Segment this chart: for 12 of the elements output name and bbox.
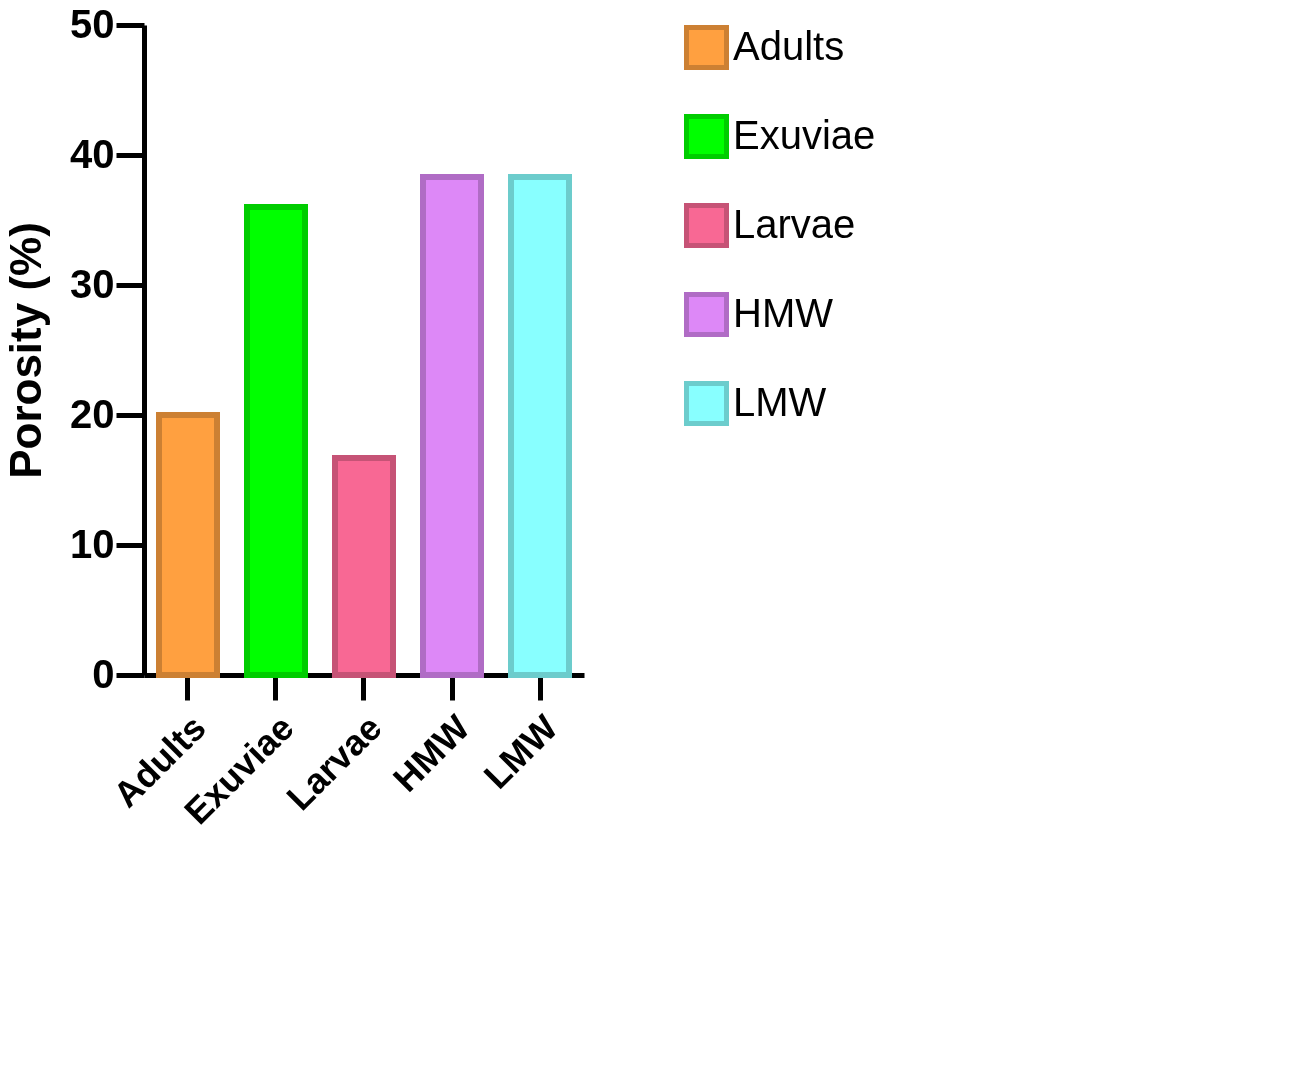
y-tick-label: 30 [70,261,115,306]
y-tick-label: 40 [70,131,115,176]
legend-label: Larvae [733,201,856,246]
y-tick-label: 50 [70,1,115,46]
y-tick-label: 10 [70,521,115,566]
legend-label: Exuviae [733,112,876,157]
y-tick-label: 0 [92,651,115,696]
y-tick-label: 20 [70,391,115,436]
legend-label: Adults [733,23,845,68]
legend-label: HMW [733,290,834,335]
legend-label: LMW [733,379,827,424]
y-axis-title: Porosity (%) [1,222,51,479]
